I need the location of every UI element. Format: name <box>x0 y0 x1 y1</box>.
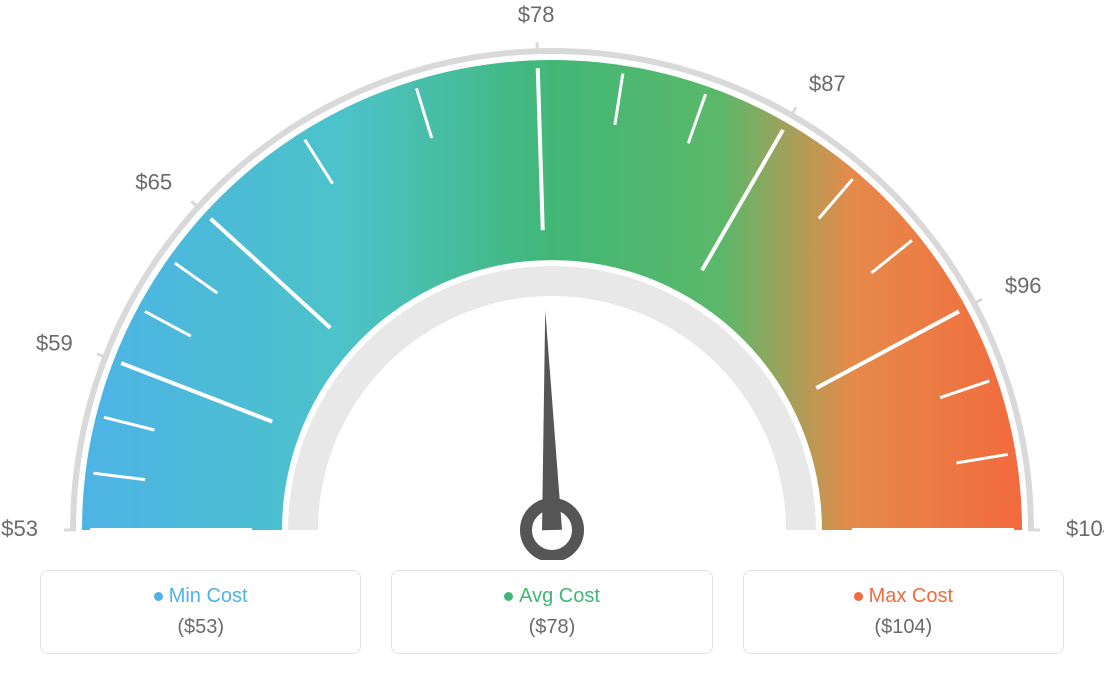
legend-title-avg-text: Avg Cost <box>519 585 600 607</box>
gauge-tick-label: $104 <box>1066 516 1104 541</box>
legend-value-min: ($53) <box>51 616 350 639</box>
legend-title-max-text: Max Cost <box>869 585 953 607</box>
gauge-tick-label: $53 <box>1 516 38 541</box>
gauge-chart: $53 $59 $65 $78 $87 $96 $104 <box>0 0 1104 560</box>
gauge-tick-label: $78 <box>518 2 555 27</box>
legend-card-min: Min Cost ($53) <box>40 570 361 654</box>
gauge-tick-label: $59 <box>36 330 73 355</box>
legend-title-avg: Avg Cost <box>402 585 701 608</box>
gauge-svg: $53 $59 $65 $78 $87 $96 $104 <box>0 0 1104 560</box>
gauge-tick-label: $96 <box>1005 273 1042 298</box>
legend-row: Min Cost ($53) Avg Cost ($78) Max Cost (… <box>0 570 1104 654</box>
legend-card-max: Max Cost ($104) <box>743 570 1064 654</box>
legend-dot-max <box>854 592 863 601</box>
legend-dot-avg <box>504 592 513 601</box>
gauge-tick-label: $65 <box>135 170 172 195</box>
gauge-needle <box>542 310 562 530</box>
gauge-tick-label: $87 <box>809 71 846 96</box>
legend-value-avg: ($78) <box>402 616 701 639</box>
legend-title-min-text: Min Cost <box>169 585 248 607</box>
legend-dot-min <box>154 592 163 601</box>
legend-title-max: Max Cost <box>754 585 1053 608</box>
legend-title-min: Min Cost <box>51 585 350 608</box>
legend-card-avg: Avg Cost ($78) <box>391 570 712 654</box>
legend-value-max: ($104) <box>754 616 1053 639</box>
